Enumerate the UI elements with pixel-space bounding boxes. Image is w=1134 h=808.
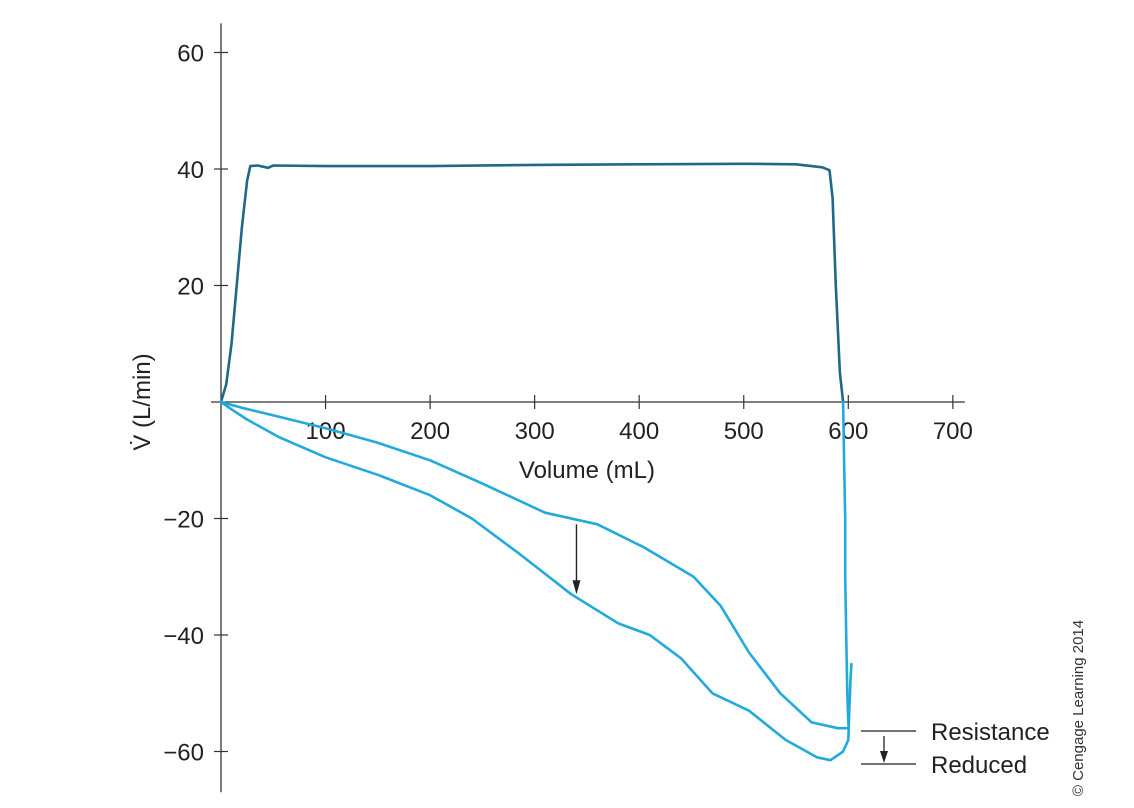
legend-arrow-head <box>880 751 888 763</box>
copyright-credit: © Cengage Learning 2014 <box>1070 620 1087 796</box>
legend-label-resistance: Resistance <box>931 719 1050 746</box>
annotation-arrow-head <box>572 580 581 595</box>
expiratory-flow-curve-resistance <box>219 400 851 730</box>
y-tick-label: −60 <box>163 740 204 767</box>
y-tick-label: −40 <box>163 623 204 650</box>
curves <box>219 162 853 762</box>
y-tick-label: 40 <box>177 157 204 184</box>
inspiratory-flow-curve <box>219 162 845 404</box>
y-tick-label: 60 <box>177 41 204 68</box>
x-tick-label: 300 <box>515 418 555 445</box>
legend-label-reduced: Reduced <box>931 752 1027 779</box>
x-tick-label: 600 <box>828 418 868 445</box>
expiratory-flow-curve-reduced <box>219 400 853 762</box>
y-axis-title: V̇ (L/min) <box>128 353 156 450</box>
x-tick-label: 500 <box>724 418 764 445</box>
x-tick-label: 200 <box>410 418 450 445</box>
x-tick-label: 700 <box>933 418 973 445</box>
annotations <box>572 524 916 765</box>
y-tick-label: −20 <box>163 507 204 534</box>
x-tick-label: 400 <box>619 418 659 445</box>
x-axis-title: Volume (mL) <box>519 457 655 484</box>
y-tick-label: 20 <box>177 274 204 301</box>
